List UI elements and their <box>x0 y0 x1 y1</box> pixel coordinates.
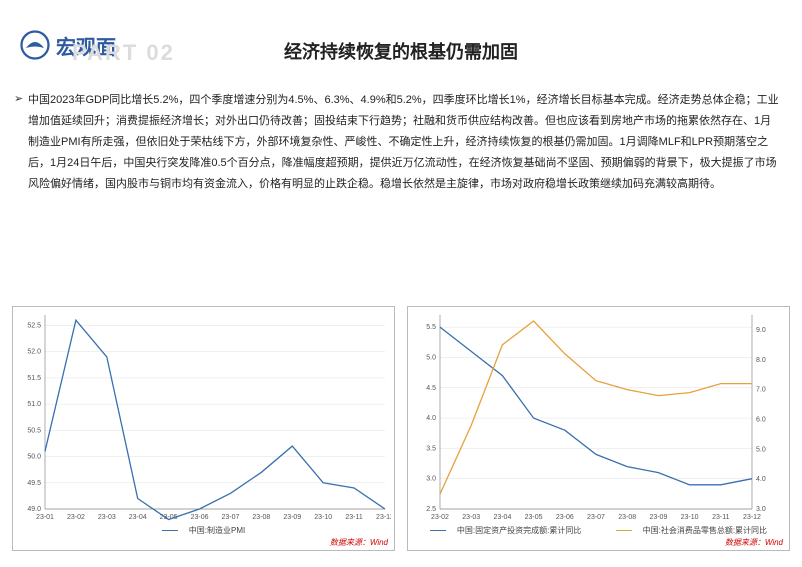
svg-text:23-11: 23-11 <box>345 514 362 521</box>
chart-right-svg: 2.5 3.0 3.5 4.0 4.5 5.0 5.5 3.0 4.0 5.0 6.0 7.0 8.0 9… <box>408 307 786 552</box>
svg-text:23-06: 23-06 <box>191 514 209 521</box>
chart-left-legend: 中国:制造业PMI <box>13 525 394 536</box>
svg-text:8.0: 8.0 <box>756 357 766 364</box>
svg-text:3.0: 3.0 <box>426 476 436 483</box>
chart-right-source: 数据来源：Wind <box>725 537 783 548</box>
svg-text:52.0: 52.0 <box>27 349 41 356</box>
svg-text:4.5: 4.5 <box>426 385 436 392</box>
svg-text:6.0: 6.0 <box>756 416 766 423</box>
bullet-icon: ➢ <box>14 92 23 105</box>
svg-text:23-11: 23-11 <box>712 514 729 521</box>
legend-label: 中国:固定资产投资完成额:累计同比 <box>457 526 581 535</box>
svg-text:4.0: 4.0 <box>756 476 766 483</box>
svg-text:51.0: 51.0 <box>27 401 41 408</box>
svg-text:23-04: 23-04 <box>129 514 147 521</box>
charts-row: 49.0 49.5 50.0 50.5 51.0 51.5 52.0 52.5 23-01 23-… <box>12 306 790 551</box>
svg-text:23-08: 23-08 <box>618 514 636 521</box>
svg-text:50.0: 50.0 <box>27 454 41 461</box>
chart-left-source: 数据来源：Wind <box>330 537 388 548</box>
svg-text:51.5: 51.5 <box>27 375 41 382</box>
svg-text:23-07: 23-07 <box>222 514 240 521</box>
svg-text:23-03: 23-03 <box>462 514 480 521</box>
svg-text:23-02: 23-02 <box>67 514 85 521</box>
body-text: 中国2023年GDP同比增长5.2%，四个季度增速分别为4.5%、6.3%、4.… <box>28 90 782 194</box>
chart-left: 49.0 49.5 50.0 50.5 51.0 51.5 52.0 52.5 23-01 23-… <box>12 306 395 551</box>
svg-text:23-05: 23-05 <box>525 514 543 521</box>
svg-text:9.0: 9.0 <box>756 327 766 334</box>
page-title: 经济持续恢复的根基仍需加固 <box>0 38 802 64</box>
svg-text:52.5: 52.5 <box>27 322 41 329</box>
svg-text:23-01: 23-01 <box>36 514 54 521</box>
svg-text:49.5: 49.5 <box>27 480 41 487</box>
svg-text:2.5: 2.5 <box>426 506 436 513</box>
svg-text:23-10: 23-10 <box>681 514 699 521</box>
svg-text:5.0: 5.0 <box>426 354 436 361</box>
svg-text:23-02: 23-02 <box>431 514 449 521</box>
svg-text:23-12: 23-12 <box>743 514 761 521</box>
svg-text:4.0: 4.0 <box>426 415 436 422</box>
svg-text:5.5: 5.5 <box>426 324 436 331</box>
svg-text:23-03: 23-03 <box>98 514 116 521</box>
svg-text:23-07: 23-07 <box>587 514 605 521</box>
svg-text:23-04: 23-04 <box>493 514 511 521</box>
svg-text:3.0: 3.0 <box>756 506 766 513</box>
legend-label: 中国:社会消费品零售总额:累计同比 <box>643 526 767 535</box>
svg-text:23-10: 23-10 <box>314 514 332 521</box>
svg-text:23-12: 23-12 <box>376 514 391 521</box>
svg-text:7.0: 7.0 <box>756 387 766 394</box>
chart-left-svg: 49.0 49.5 50.0 50.5 51.0 51.5 52.0 52.5 23-01 23-… <box>13 307 391 552</box>
chart-right: 2.5 3.0 3.5 4.0 4.5 5.0 5.5 3.0 4.0 5.0 6.0 7.0 8.0 9… <box>407 306 790 551</box>
svg-text:3.5: 3.5 <box>426 445 436 452</box>
svg-text:23-08: 23-08 <box>252 514 270 521</box>
svg-text:5.0: 5.0 <box>756 446 766 453</box>
svg-text:23-09: 23-09 <box>649 514 667 521</box>
svg-text:50.5: 50.5 <box>27 427 41 434</box>
svg-text:49.0: 49.0 <box>27 506 41 513</box>
svg-text:23-09: 23-09 <box>283 514 301 521</box>
svg-text:23-06: 23-06 <box>556 514 574 521</box>
legend-label: 中国:制造业PMI <box>189 526 245 535</box>
chart-right-legend: 中国:固定资产投资完成额:累计同比 中国:社会消费品零售总额:累计同比 <box>408 525 789 536</box>
